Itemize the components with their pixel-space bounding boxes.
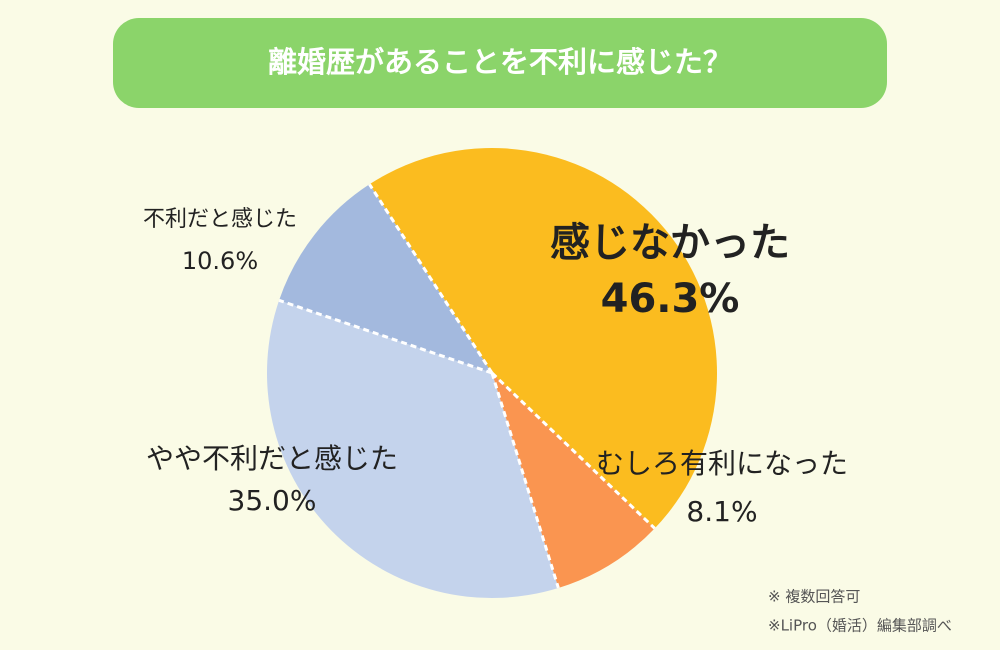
- title-box: [113, 18, 887, 108]
- pie-slice: [267, 300, 559, 598]
- slice-divider: [490, 372, 560, 589]
- value-label: 10.6%: [182, 247, 258, 275]
- slice-label: やや不利だと感じた: [146, 442, 398, 475]
- pie: [267, 148, 717, 598]
- slice-divider: [278, 298, 493, 375]
- note: ※ 複数回答可: [768, 588, 860, 606]
- note: ※LiPro（婚活）編集部調べ: [768, 617, 952, 635]
- slice-label: 不利だと感じた: [143, 207, 297, 232]
- pie-slice: [369, 148, 717, 529]
- value-label: 35.0%: [228, 484, 317, 517]
- slice-divider: [490, 371, 656, 530]
- chart-title: 離婚歴があることを不利に感じた？: [268, 45, 732, 79]
- value-label: 8.1%: [686, 495, 757, 528]
- value-label: 46.3%: [601, 276, 740, 322]
- pie-slice: [492, 373, 655, 588]
- pie-slice: [279, 184, 492, 373]
- slice-label: むしろ有利になった: [596, 447, 848, 480]
- slice-label: 感じなかった: [550, 220, 790, 266]
- slice-divider: [368, 183, 494, 374]
